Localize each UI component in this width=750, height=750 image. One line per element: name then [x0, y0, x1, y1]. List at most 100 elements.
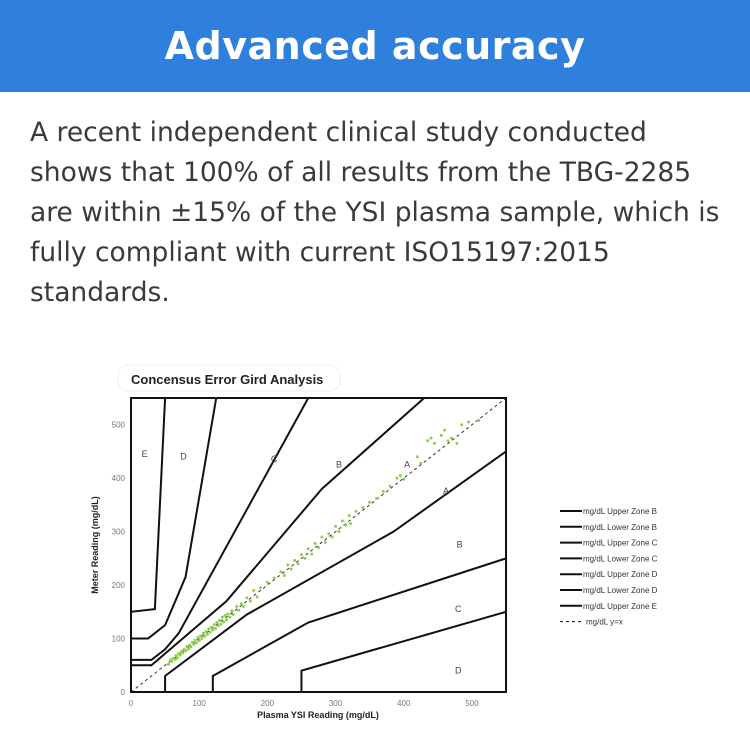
- data-point: [330, 535, 334, 539]
- data-point: [296, 562, 300, 566]
- x-tick-label: 300: [329, 699, 343, 708]
- data-point: [344, 523, 348, 527]
- header-banner: Advanced accuracy: [0, 0, 750, 92]
- data-point: [174, 654, 178, 658]
- data-point: [429, 436, 433, 440]
- data-point: [327, 532, 331, 536]
- legend-entry: mg/dL Lower Zone D: [583, 586, 658, 595]
- data-point: [310, 552, 314, 556]
- data-point: [337, 530, 341, 534]
- data-point: [201, 631, 205, 635]
- data-point: [200, 637, 204, 641]
- data-point: [272, 576, 276, 580]
- data-point: [186, 647, 190, 651]
- data-point: [320, 535, 324, 539]
- data-point: [197, 639, 201, 643]
- plot-frame: [130, 397, 507, 693]
- data-point: [239, 602, 243, 606]
- y-tick-label: 500: [112, 421, 126, 430]
- zone-line-3: [211, 557, 507, 692]
- y-tick-label: 0: [121, 688, 126, 697]
- data-point: [219, 622, 223, 626]
- data-point: [415, 455, 419, 459]
- data-point: [235, 604, 239, 608]
- data-point: [224, 618, 228, 622]
- data-point: [299, 553, 303, 557]
- data-point: [340, 519, 344, 523]
- data-point: [175, 656, 179, 660]
- x-tick-label: 100: [193, 699, 207, 708]
- data-point: [334, 524, 338, 528]
- chart-title: Concensus Error Gird Analysis: [131, 372, 323, 387]
- zone-line-4: [131, 397, 218, 640]
- data-point: [214, 626, 218, 630]
- data-point: [208, 630, 212, 634]
- data-point: [204, 630, 208, 634]
- data-point: [265, 580, 269, 584]
- data-point: [293, 559, 297, 563]
- data-point: [184, 649, 188, 653]
- data-point: [279, 570, 283, 574]
- data-point: [230, 609, 234, 613]
- y-tick-label: 100: [112, 635, 126, 644]
- data-point: [374, 496, 378, 500]
- data-point: [207, 627, 211, 631]
- y-tick-label: 200: [112, 581, 126, 590]
- data-point: [242, 604, 245, 608]
- data-point: [252, 588, 256, 592]
- data-point: [398, 474, 402, 478]
- zone-label: B: [457, 540, 463, 550]
- y-axis-label: Meter Reading (mg/dL): [90, 496, 100, 594]
- data-point: [170, 660, 174, 664]
- data-point: [282, 573, 286, 577]
- zone-line-6: [130, 397, 167, 613]
- data-point: [446, 439, 450, 443]
- data-point: [455, 441, 459, 445]
- page-title: Advanced accuracy: [164, 24, 586, 68]
- data-point: [223, 614, 227, 618]
- zone-label: D: [455, 665, 462, 675]
- zone-label: A: [443, 486, 449, 496]
- data-point: [248, 599, 252, 603]
- data-point: [388, 484, 392, 488]
- data-point: [226, 612, 230, 616]
- data-point: [381, 490, 385, 494]
- data-point: [245, 596, 249, 600]
- data-point: [477, 418, 481, 422]
- data-point: [199, 634, 203, 638]
- data-point: [303, 556, 307, 560]
- legend-entry: mg/dL Upper Zone D: [583, 570, 658, 579]
- data-point: [286, 563, 290, 567]
- legend-entry: mg/dL Upper Zone B: [583, 507, 657, 516]
- zone-label: C: [455, 604, 462, 614]
- data-point: [185, 645, 189, 649]
- data-point: [313, 541, 317, 545]
- zone-label: E: [142, 449, 148, 459]
- data-point: [354, 509, 358, 513]
- data-point: [347, 514, 351, 518]
- data-point: [188, 643, 192, 647]
- data-point: [317, 546, 320, 550]
- data-point: [361, 506, 365, 510]
- legend-entry: mg/dL Upper Zone E: [583, 602, 657, 611]
- zone-label: B: [336, 459, 342, 469]
- data-point: [395, 476, 399, 480]
- legend-entry: mg/dL y=x: [586, 618, 623, 627]
- data-point: [228, 615, 232, 619]
- data-point: [323, 540, 327, 544]
- y-tick-label: 300: [112, 528, 126, 537]
- data-point: [216, 624, 220, 628]
- legend-entry: mg/dL Lower Zone C: [583, 554, 658, 563]
- y-tick-label: 400: [112, 474, 126, 483]
- data-point: [443, 428, 447, 432]
- zone-line-1: [164, 450, 507, 692]
- data-point: [439, 433, 443, 437]
- data-point: [173, 657, 177, 661]
- data-point: [220, 615, 224, 619]
- x-tick-label: 500: [465, 699, 479, 708]
- data-point: [449, 436, 453, 440]
- zone-line-0: [131, 397, 425, 667]
- data-point: [211, 628, 215, 632]
- data-point: [259, 586, 263, 590]
